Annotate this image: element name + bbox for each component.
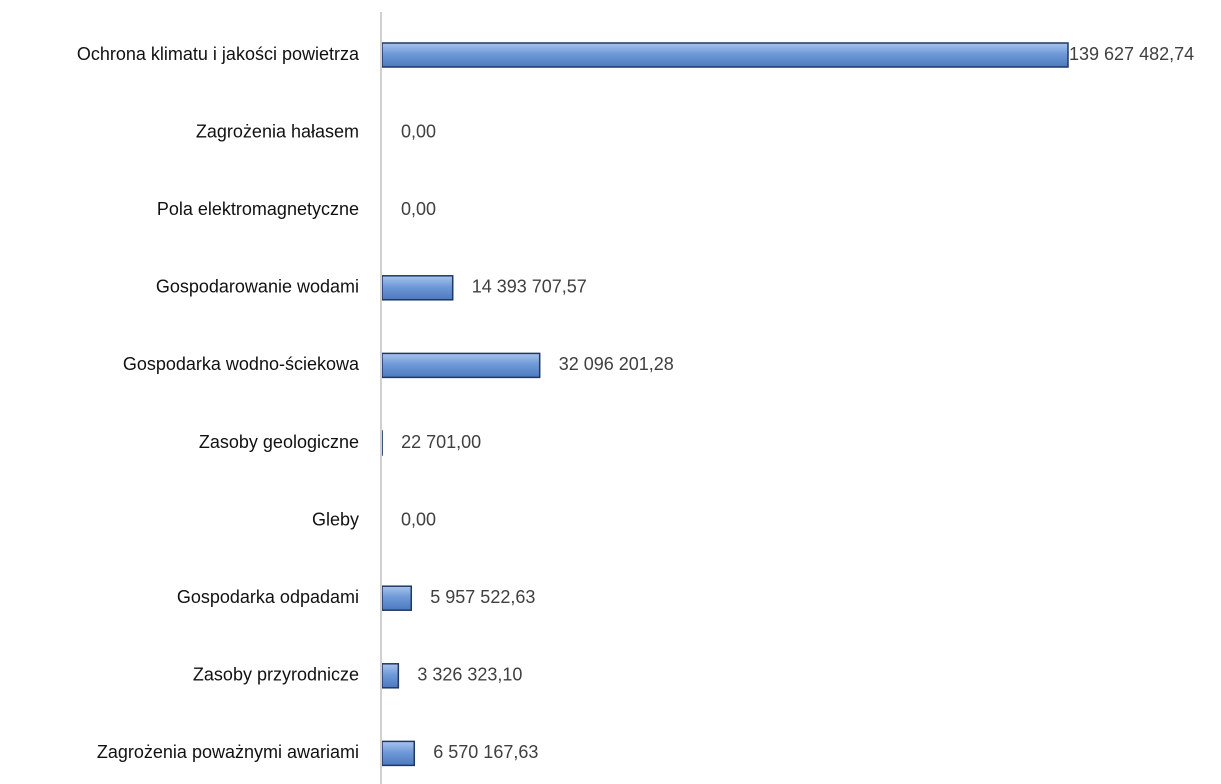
- bar: [381, 585, 413, 611]
- data-label: 5 957 522,63: [430, 587, 535, 607]
- category-label: Zagrożenia hałasem: [196, 121, 359, 141]
- data-label: 22 701,00: [401, 432, 481, 452]
- category-label: Zagrożenia poważnymi awariami: [97, 742, 359, 762]
- bar: [381, 275, 454, 301]
- data-label: 6 570 167,63: [433, 742, 538, 762]
- category-label: Zasoby przyrodnicze: [193, 665, 359, 685]
- data-label: 0,00: [401, 121, 436, 141]
- category-labels: Ochrona klimatu i jakości powietrza Zagro…: [77, 44, 360, 762]
- bar: [381, 740, 416, 767]
- bar: [381, 42, 1069, 68]
- bar: [381, 352, 541, 379]
- data-label: 0,00: [401, 199, 436, 219]
- category-label: Ochrona klimatu i jakości powietrza: [77, 44, 360, 64]
- category-label: Gospodarka wodno-ściekowa: [123, 354, 360, 374]
- data-label: 14 393 707,57: [472, 277, 587, 297]
- category-label: Pola elektromagnetyczne: [157, 199, 359, 219]
- category-label: Gospodarka odpadami: [177, 587, 359, 607]
- bars-layer: [381, 42, 1069, 767]
- data-labels: 139 627 482,74 0,00 0,00 14 393 707,57 32 09…: [401, 44, 1194, 762]
- bar: [381, 663, 400, 689]
- category-label: Zasoby geologiczne: [199, 432, 359, 452]
- data-label: 139 627 482,74: [1069, 44, 1194, 64]
- category-label: Gospodarowanie wodami: [156, 277, 359, 297]
- data-label: 3 326 323,10: [417, 665, 522, 685]
- category-label: Gleby: [312, 509, 359, 529]
- data-label: 0,00: [401, 509, 436, 529]
- data-label: 32 096 201,28: [559, 354, 674, 374]
